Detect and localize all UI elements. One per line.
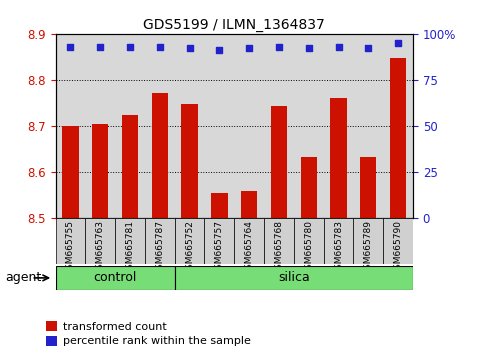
Bar [211,193,227,218]
Text: GSM665789: GSM665789 [364,220,373,275]
Bar [46,321,57,331]
Text: GSM665757: GSM665757 [215,220,224,275]
Bar [92,124,108,218]
Bar [175,218,204,264]
Text: agent: agent [5,272,41,284]
Bar [62,126,79,218]
Text: GSM665755: GSM665755 [66,220,75,275]
Point [245,46,253,51]
Bar [175,266,413,290]
Bar [122,115,138,218]
Bar [294,218,324,264]
Text: control: control [93,272,137,284]
Bar [324,218,354,264]
Bar [300,156,317,218]
Bar [56,266,175,290]
Bar [115,218,145,264]
Text: GDS5199 / ILMN_1364837: GDS5199 / ILMN_1364837 [143,18,325,32]
Bar [182,104,198,218]
Bar [241,191,257,218]
Bar [234,218,264,264]
Point [275,44,283,49]
Point [97,44,104,49]
Text: GSM665768: GSM665768 [274,220,284,275]
Bar [390,58,406,218]
Bar [264,218,294,264]
Bar [360,156,376,218]
Point [126,44,134,49]
Bar [145,218,175,264]
Text: GSM665780: GSM665780 [304,220,313,275]
Text: GSM665790: GSM665790 [394,220,402,275]
Text: transformed count: transformed count [63,321,167,332]
Text: GSM665787: GSM665787 [156,220,164,275]
Bar [383,218,413,264]
Bar [271,106,287,218]
Text: silica: silica [278,272,310,284]
Point [305,46,313,51]
Point [185,46,193,51]
Text: GSM665764: GSM665764 [245,220,254,275]
Point [364,46,372,51]
Text: GSM665763: GSM665763 [96,220,105,275]
Point [394,40,402,46]
Bar [330,98,347,218]
Text: GSM665783: GSM665783 [334,220,343,275]
Point [67,44,74,49]
Text: percentile rank within the sample: percentile rank within the sample [63,336,251,346]
Bar [46,336,57,346]
Bar [152,93,168,218]
Point [156,44,164,49]
Bar [204,218,234,264]
Text: GSM665752: GSM665752 [185,220,194,275]
Bar [85,218,115,264]
Bar [56,218,85,264]
Bar [354,218,383,264]
Text: GSM665781: GSM665781 [126,220,134,275]
Point [335,44,342,49]
Point [215,47,223,53]
